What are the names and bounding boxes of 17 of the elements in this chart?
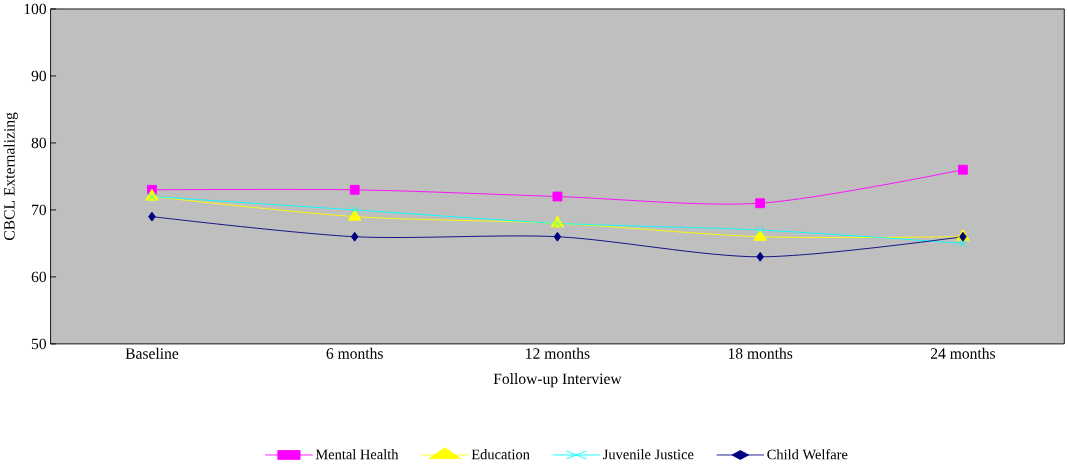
x-tick-label: 24 months xyxy=(930,347,996,359)
y-axis-title: CBCL Externalizing xyxy=(3,112,18,240)
y-tick-label: 50 xyxy=(31,338,47,349)
legend-label: Juvenile Justice xyxy=(603,448,694,460)
legend-label: Child Welfare xyxy=(767,448,848,460)
y-tick-label: 100 xyxy=(24,3,47,15)
x-tick-label: 18 months xyxy=(728,347,793,359)
x-tick-label: 12 months xyxy=(526,347,590,359)
legend-label: Mental Health xyxy=(315,448,399,460)
x-tick-label: Baseline xyxy=(125,347,179,359)
y-tick-label: 60 xyxy=(31,271,47,282)
y-tick-label: 80 xyxy=(31,137,47,149)
x-axis-title: Follow-up Interview xyxy=(493,372,622,388)
legend-label: Education xyxy=(471,448,530,460)
y-tick-label: 70 xyxy=(32,204,47,216)
x-tick-label: 6 months xyxy=(326,347,383,359)
y-tick-label: 90 xyxy=(31,70,47,82)
